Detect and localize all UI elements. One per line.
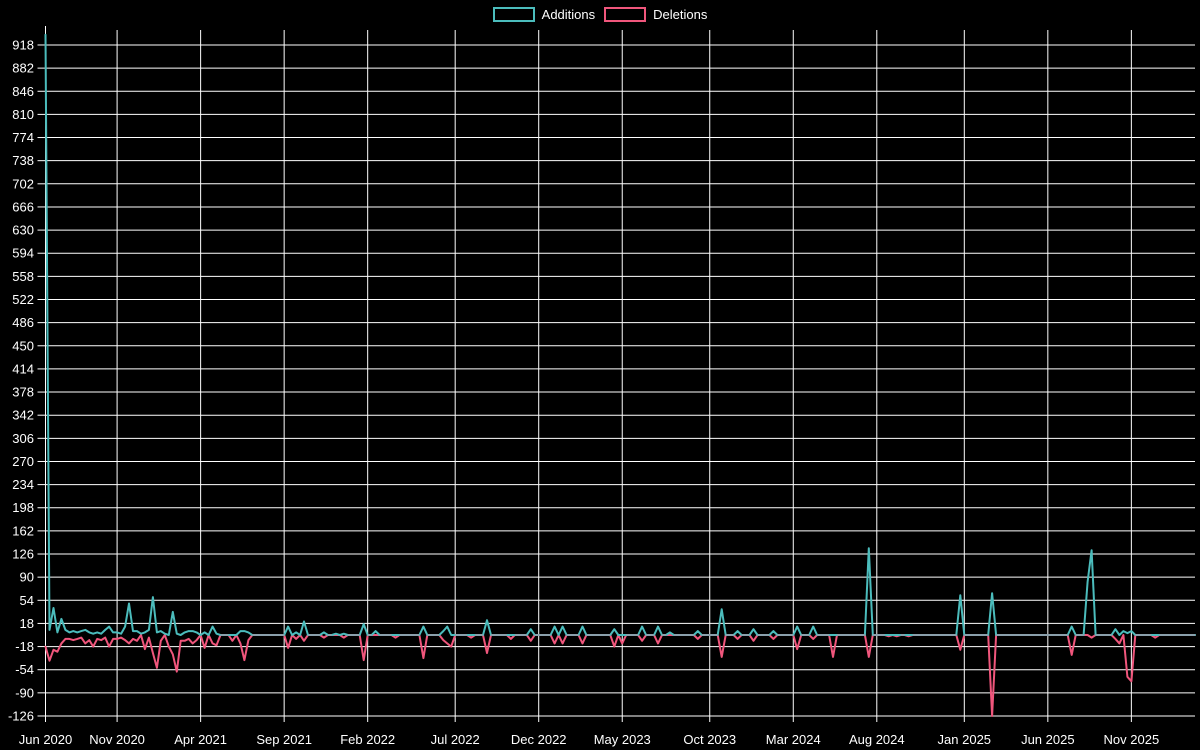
svg-text:Sep 2021: Sep 2021 xyxy=(256,732,312,747)
svg-text:-90: -90 xyxy=(15,685,34,700)
deletions-line xyxy=(44,634,1196,717)
svg-text:90: 90 xyxy=(20,570,34,585)
svg-text:198: 198 xyxy=(12,500,34,515)
x-gridlines xyxy=(45,30,1132,722)
svg-text:774: 774 xyxy=(12,130,34,145)
svg-text:630: 630 xyxy=(12,223,34,238)
svg-text:882: 882 xyxy=(12,61,34,76)
additions-swatch-icon xyxy=(492,7,535,22)
svg-text:Aug 2024: Aug 2024 xyxy=(849,732,905,747)
svg-text:54: 54 xyxy=(20,593,34,608)
svg-text:Nov 2025: Nov 2025 xyxy=(1104,732,1160,747)
svg-text:Jun 2025: Jun 2025 xyxy=(1021,732,1075,747)
svg-text:Feb 2022: Feb 2022 xyxy=(340,732,395,747)
svg-text:486: 486 xyxy=(12,315,34,330)
svg-text:846: 846 xyxy=(12,84,34,99)
x-axis-labels: Jun 2020 Nov 2020 Apr 2021 Sep 2021 Feb 2022… xyxy=(19,732,1159,747)
svg-text:450: 450 xyxy=(12,338,34,353)
svg-text:342: 342 xyxy=(12,408,34,423)
chart-legend: Additions Deletions xyxy=(0,7,1200,22)
svg-text:558: 558 xyxy=(12,269,34,284)
svg-text:594: 594 xyxy=(12,246,34,261)
svg-text:270: 270 xyxy=(12,454,34,469)
svg-text:702: 702 xyxy=(12,176,34,191)
svg-text:666: 666 xyxy=(12,199,34,214)
svg-text:May 2023: May 2023 xyxy=(594,732,651,747)
svg-text:234: 234 xyxy=(12,477,34,492)
svg-text:18: 18 xyxy=(20,616,34,631)
legend-additions-label: Additions xyxy=(541,7,596,22)
svg-text:Nov 2020: Nov 2020 xyxy=(89,732,145,747)
svg-text:Dec 2022: Dec 2022 xyxy=(511,732,567,747)
legend-additions[interactable]: Additions xyxy=(492,7,596,22)
svg-text:Jun 2020: Jun 2020 xyxy=(19,732,73,747)
svg-text:162: 162 xyxy=(12,523,34,538)
svg-text:378: 378 xyxy=(12,385,34,400)
svg-text:522: 522 xyxy=(12,292,34,307)
additions-line xyxy=(44,33,1196,636)
legend-deletions-label: Deletions xyxy=(653,7,708,22)
deletions-swatch-icon xyxy=(604,7,647,22)
svg-text:Oct 2023: Oct 2023 xyxy=(683,732,736,747)
svg-text:810: 810 xyxy=(12,107,34,122)
svg-text:Mar 2024: Mar 2024 xyxy=(766,732,821,747)
svg-text:918: 918 xyxy=(12,37,34,52)
svg-text:Jan 2025: Jan 2025 xyxy=(938,732,992,747)
svg-text:126: 126 xyxy=(12,547,34,562)
svg-text:Apr 2021: Apr 2021 xyxy=(174,732,227,747)
svg-text:738: 738 xyxy=(12,153,34,168)
svg-text:306: 306 xyxy=(12,431,34,446)
y-gridlines xyxy=(37,44,1195,717)
y-axis-labels: 918 882 846 810 774 738 702 666 630 594 558 522 486 4… xyxy=(8,37,34,723)
svg-text:-126: -126 xyxy=(8,708,34,723)
legend-deletions[interactable]: Deletions xyxy=(604,7,707,22)
svg-text:Jul 2022: Jul 2022 xyxy=(431,732,480,747)
svg-text:-18: -18 xyxy=(15,639,34,654)
svg-text:-54: -54 xyxy=(15,662,34,677)
svg-text:414: 414 xyxy=(12,361,34,376)
